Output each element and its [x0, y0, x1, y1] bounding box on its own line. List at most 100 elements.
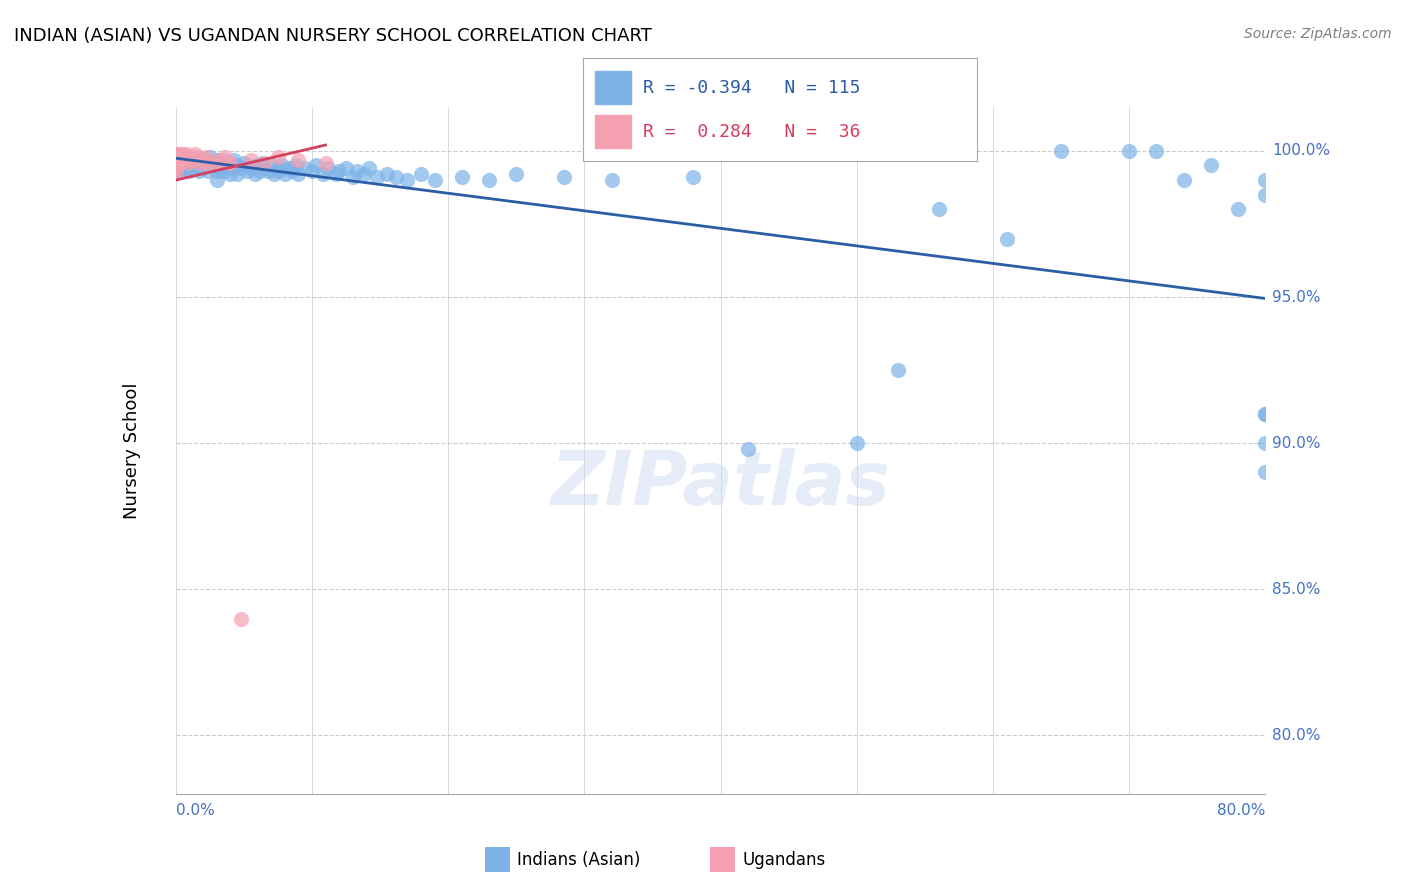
- Text: INDIAN (ASIAN) VS UGANDAN NURSERY SCHOOL CORRELATION CHART: INDIAN (ASIAN) VS UGANDAN NURSERY SCHOOL…: [14, 27, 652, 45]
- Point: [219, 167, 242, 181]
- Point: [170, 155, 193, 169]
- Point: [312, 167, 335, 181]
- Point: [342, 170, 364, 185]
- Point: [222, 161, 245, 176]
- Point: [232, 155, 254, 169]
- Point: [173, 153, 195, 167]
- Point: [209, 161, 232, 176]
- Point: [682, 170, 704, 185]
- Bar: [595, 71, 631, 104]
- Point: [179, 153, 201, 167]
- Point: [165, 150, 187, 164]
- Point: [191, 153, 214, 167]
- Point: [197, 164, 219, 178]
- Point: [287, 153, 309, 167]
- Point: [179, 164, 201, 178]
- Text: R =  0.284   N =  36: R = 0.284 N = 36: [643, 123, 860, 141]
- Point: [1254, 466, 1277, 480]
- Point: [173, 159, 195, 173]
- Point: [194, 159, 217, 173]
- Point: [167, 150, 190, 164]
- Point: [169, 153, 191, 167]
- Point: [181, 150, 204, 164]
- Point: [271, 159, 294, 173]
- Text: Ugandans: Ugandans: [742, 851, 825, 869]
- Point: [328, 164, 350, 178]
- Point: [165, 155, 187, 169]
- Point: [886, 363, 908, 377]
- Point: [184, 146, 207, 161]
- Point: [181, 153, 204, 167]
- Text: Source: ZipAtlas.com: Source: ZipAtlas.com: [1244, 27, 1392, 41]
- Point: [226, 167, 249, 181]
- Point: [166, 146, 188, 161]
- Point: [194, 150, 217, 164]
- Point: [239, 161, 262, 176]
- Point: [169, 153, 191, 167]
- Point: [928, 202, 950, 217]
- Point: [231, 611, 253, 625]
- Point: [353, 167, 375, 181]
- Point: [179, 150, 201, 164]
- Point: [305, 159, 328, 173]
- Point: [1173, 173, 1195, 187]
- Point: [1254, 407, 1277, 421]
- Point: [191, 153, 214, 167]
- Point: [173, 150, 195, 164]
- Point: [165, 164, 187, 178]
- Point: [600, 173, 623, 187]
- Point: [219, 155, 242, 169]
- Point: [385, 170, 408, 185]
- Point: [1254, 187, 1277, 202]
- Point: [231, 161, 253, 176]
- Point: [188, 155, 211, 169]
- Point: [1118, 144, 1140, 158]
- Point: [1227, 202, 1250, 217]
- Text: Indians (Asian): Indians (Asian): [517, 851, 641, 869]
- Point: [478, 173, 501, 187]
- Text: 95.0%: 95.0%: [1272, 290, 1320, 304]
- Text: 100.0%: 100.0%: [1272, 144, 1330, 159]
- Point: [1254, 436, 1277, 450]
- Point: [165, 146, 187, 161]
- Point: [176, 161, 198, 176]
- Point: [226, 159, 249, 173]
- Point: [183, 155, 205, 169]
- Point: [287, 167, 309, 181]
- Point: [239, 153, 262, 167]
- Point: [208, 155, 231, 169]
- Point: [172, 146, 194, 161]
- Point: [166, 161, 188, 176]
- Point: [253, 161, 276, 176]
- Point: [166, 155, 188, 169]
- Point: [208, 153, 231, 167]
- Point: [219, 155, 242, 169]
- Point: [165, 153, 187, 167]
- Text: 0.0%: 0.0%: [176, 803, 215, 818]
- Text: 80.0%: 80.0%: [1272, 728, 1320, 743]
- Point: [235, 164, 257, 178]
- Point: [325, 167, 347, 181]
- Point: [166, 153, 188, 167]
- Point: [253, 155, 276, 169]
- Point: [396, 173, 419, 187]
- Point: [187, 164, 209, 178]
- Point: [246, 159, 269, 173]
- Point: [250, 155, 273, 169]
- Point: [335, 161, 357, 176]
- Point: [214, 150, 236, 164]
- Point: [177, 159, 200, 173]
- Point: [169, 146, 191, 161]
- Point: [165, 153, 187, 167]
- Point: [165, 159, 187, 173]
- Point: [169, 164, 191, 178]
- Point: [346, 164, 368, 178]
- Point: [318, 161, 340, 176]
- Point: [166, 150, 188, 164]
- Point: [280, 164, 302, 178]
- Point: [167, 153, 190, 167]
- Point: [198, 159, 221, 173]
- Text: R = -0.394   N = 115: R = -0.394 N = 115: [643, 78, 860, 96]
- Point: [243, 167, 266, 181]
- Point: [172, 150, 194, 164]
